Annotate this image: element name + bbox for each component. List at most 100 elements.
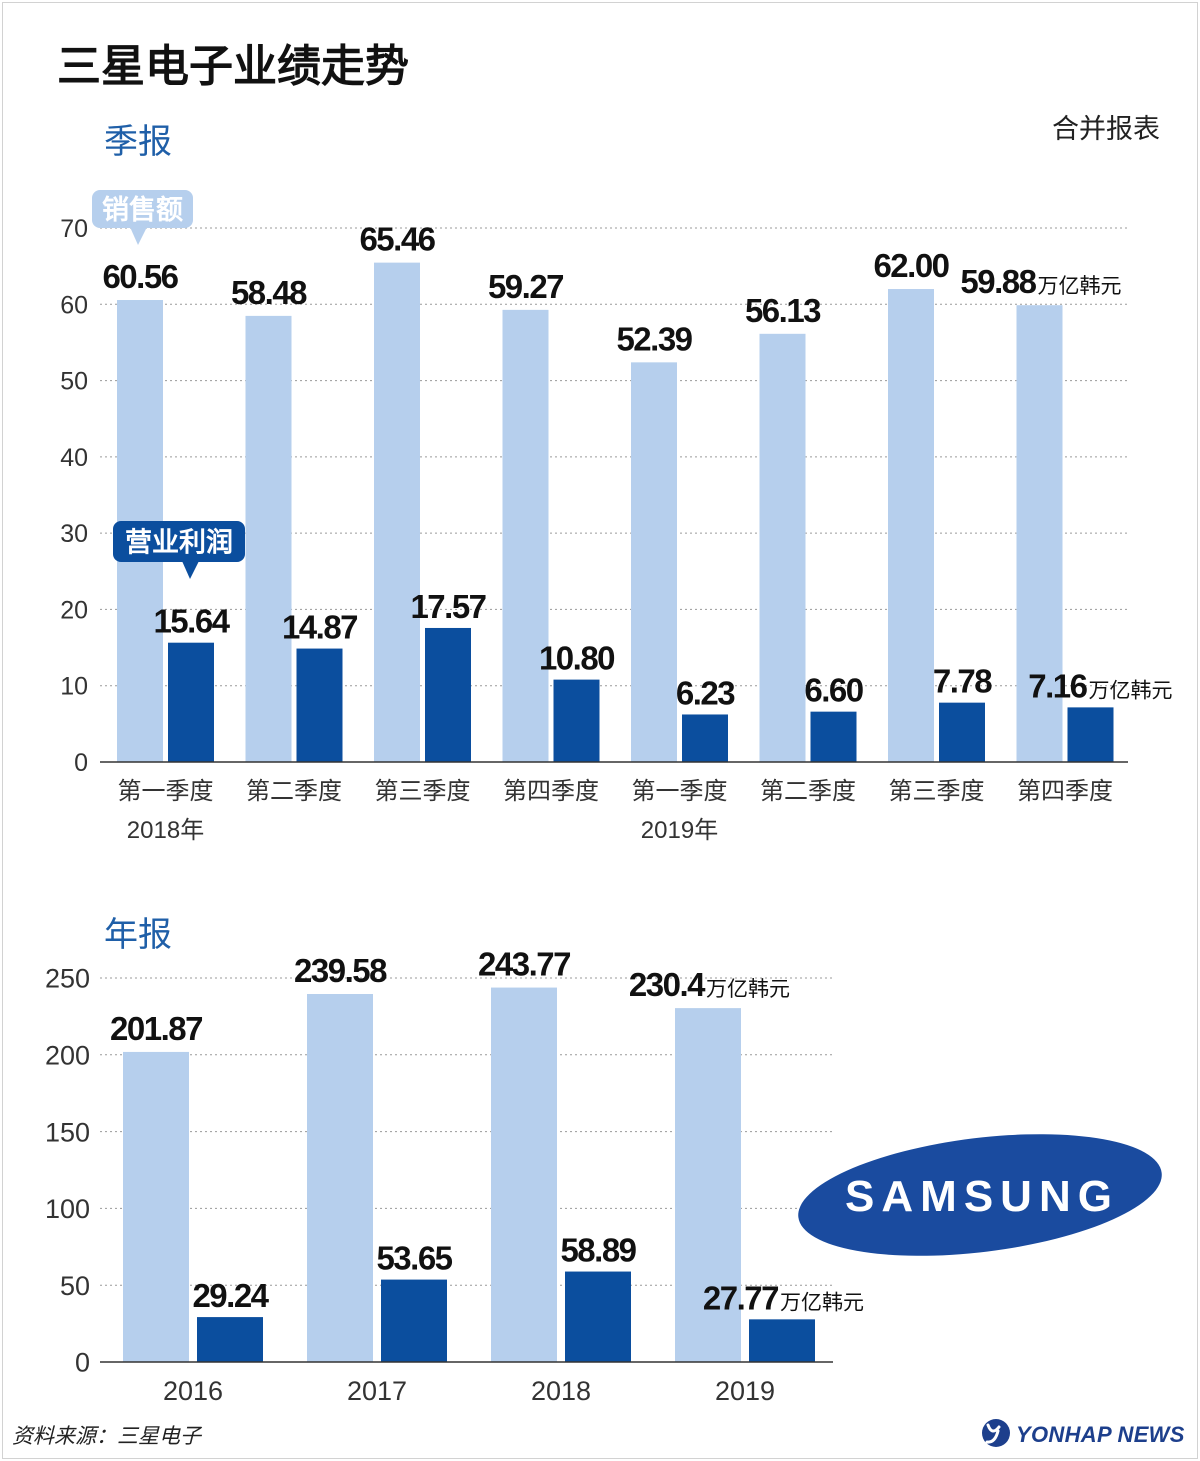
- legend-label: 销售额: [102, 194, 183, 225]
- legend-callout-pointer: [130, 227, 147, 245]
- profit-bar: [1067, 707, 1114, 762]
- sales-bar: [307, 994, 373, 1362]
- legend-callout-pointer: [182, 561, 199, 579]
- data-label: 17.57: [410, 588, 485, 625]
- x-category-label: 2019: [715, 1376, 775, 1406]
- profit-bar: [296, 648, 343, 762]
- y-tick-label: 60: [60, 291, 88, 319]
- data-label: 59.27: [488, 268, 563, 305]
- quarterly-chart-title: 季报: [104, 123, 172, 161]
- data-label: 7.16: [1028, 667, 1087, 704]
- x-category-label: 第三季度: [375, 778, 471, 805]
- legend-profit-callout: 营业利润: [113, 521, 245, 579]
- legend-label: 营业利润: [125, 527, 233, 558]
- year-group-label: 2019年: [641, 817, 718, 844]
- yonhap-logo-text: YONHAP NEWS: [1016, 1422, 1185, 1447]
- data-label: 52.39: [616, 320, 692, 357]
- unit-label: 万亿韩元: [706, 978, 790, 1001]
- data-label: 7.78: [933, 663, 992, 700]
- samsung-logo: SAMSUNG: [798, 1134, 1162, 1256]
- y-tick-label: 0: [75, 1348, 90, 1378]
- y-tick-label: 30: [60, 520, 88, 548]
- data-label: 239.58: [294, 952, 387, 989]
- data-label: 58.48: [231, 274, 307, 311]
- profit-bar: [381, 1279, 447, 1362]
- x-category-label: 第四季度: [503, 778, 599, 805]
- legend-callout-box: [113, 521, 245, 562]
- unit-label: 万亿韩元: [1089, 679, 1173, 702]
- data-label: 15.64: [153, 603, 230, 640]
- yonhap-emblem-icon: [982, 1419, 1010, 1447]
- unit-label: 万亿韩元: [780, 1291, 864, 1314]
- profit-bar: [197, 1317, 263, 1362]
- legend-callout-box: [92, 190, 193, 228]
- sales-bar: [1016, 305, 1063, 762]
- sales-bar: [675, 1008, 741, 1362]
- data-label: 230.4: [629, 966, 706, 1003]
- x-category-label: 2017: [347, 1376, 407, 1406]
- sales-bar: [374, 262, 420, 762]
- x-category-label: 第二季度: [760, 778, 856, 805]
- sales-bar: [245, 315, 292, 762]
- y-tick-label: 20: [60, 596, 88, 624]
- sales-bar: [631, 362, 677, 762]
- data-label: 62.00: [873, 247, 948, 284]
- data-label: 201.87: [110, 1010, 202, 1047]
- data-label: 6.60: [804, 672, 862, 709]
- sales-bar: [491, 987, 557, 1362]
- samsung-logo-ellipse: [798, 1134, 1162, 1256]
- consolidated-statement-note: 合并报表: [1052, 114, 1160, 144]
- y-tick-label: 250: [45, 964, 90, 994]
- x-category-label: 第一季度: [118, 778, 214, 805]
- profit-bar: [749, 1319, 815, 1362]
- y-tick-label: 50: [60, 368, 88, 396]
- x-category-label: 第一季度: [632, 778, 728, 805]
- profit-bar: [565, 1271, 631, 1362]
- data-label: 6.23: [676, 674, 735, 711]
- y-tick-label: 200: [45, 1041, 90, 1071]
- profit-bar: [425, 627, 471, 762]
- unit-label: 万亿韩元: [1038, 275, 1122, 298]
- data-label: 243.77: [478, 946, 570, 983]
- profit-bar: [682, 714, 728, 762]
- y-tick-label: 0: [74, 749, 88, 777]
- sales-bar: [123, 1051, 189, 1362]
- sales-bar: [759, 333, 806, 762]
- y-tick-label: 150: [45, 1117, 90, 1147]
- profit-bar: [168, 642, 214, 762]
- legend-sales-callout: 销售额: [92, 190, 193, 245]
- x-category-label: 第二季度: [246, 778, 342, 805]
- data-label: 10.80: [539, 640, 614, 677]
- y-tick-label: 10: [60, 673, 88, 701]
- data-label: 27.77: [703, 1279, 778, 1316]
- sales-bar: [888, 289, 934, 762]
- profit-bar: [810, 711, 857, 762]
- data-label: 14.87: [282, 609, 357, 646]
- y-tick-label: 70: [60, 215, 88, 243]
- page-title: 三星电子业绩走势: [57, 42, 409, 91]
- data-label: 56.13: [745, 292, 821, 329]
- data-label: 29.24: [192, 1277, 269, 1314]
- source-credit: 资料来源：三星电子: [12, 1425, 201, 1448]
- data-label: 60.56: [102, 258, 178, 295]
- samsung-logo-text: SAMSUNG: [845, 1172, 1119, 1221]
- y-tick-label: 100: [45, 1194, 90, 1224]
- data-label: 65.46: [359, 221, 435, 258]
- x-category-label: 第三季度: [889, 778, 985, 805]
- profit-bar: [939, 702, 985, 762]
- data-label: 53.65: [376, 1240, 452, 1277]
- profit-bar: [553, 679, 600, 762]
- quarterly-chart: 0 10 20 30 40 50 60 70 60.56 58.48 65.46 59.27 52.39…: [60, 190, 1173, 844]
- x-category-label: 2016: [163, 1376, 223, 1406]
- yonhap-news-logo: YONHAP NEWS: [982, 1419, 1185, 1447]
- x-category-label: 第四季度: [1017, 778, 1113, 805]
- y-tick-label: 50: [60, 1271, 90, 1301]
- y-tick-label: 40: [60, 444, 88, 472]
- annual-chart-title: 年报: [104, 916, 172, 954]
- year-group-label: 2018年: [127, 817, 204, 844]
- data-label: 59.88: [960, 263, 1036, 300]
- data-label: 58.89: [560, 1232, 636, 1269]
